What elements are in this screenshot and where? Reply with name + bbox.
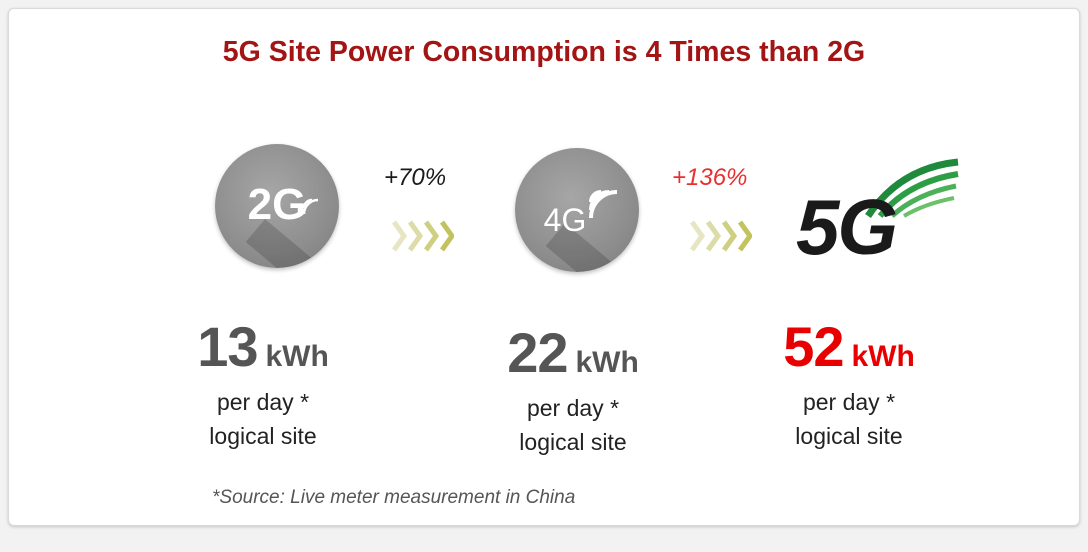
stat-unit: kWh (575, 346, 639, 379)
stat-desc-line1: per day * (802, 389, 896, 415)
chevron-arrows-icon (689, 220, 752, 252)
stat-unit: kWh (265, 340, 329, 373)
4g-badge: 4G (515, 148, 639, 272)
infographic-title: 5G Site Power Consumption is 4 Times tha… (222, 36, 866, 68)
stat-desc-line1: per day * (526, 395, 620, 421)
stat-desc-line2: logical site (519, 429, 627, 455)
5g-logo-arcs-icon (865, 158, 959, 218)
stat-desc-line2: logical site (795, 423, 903, 449)
increase-2g-to-4g: +70% (384, 164, 447, 191)
signal-waves-icon (589, 190, 618, 218)
signal-waves-icon (302, 198, 319, 215)
5g-logo: 5G (790, 158, 970, 271)
stat-desc-line2: logical site (209, 423, 317, 449)
increase-4g-to-5g: +136% (672, 164, 748, 191)
2g-badge: 2G (215, 144, 339, 268)
stat-4g: 22 kWh per day * logical site (443, 320, 703, 459)
stat-2g: 13 kWh per day * logical site (133, 314, 393, 453)
stat-value: 52 (783, 315, 844, 378)
stat-desc-line1: per day * (216, 389, 310, 415)
stat-value: 13 (197, 315, 258, 378)
stat-value: 22 (507, 321, 568, 384)
5g-logo-text: 5G (796, 183, 898, 271)
2g-label: 2G (247, 180, 307, 229)
4g-label: 4G (543, 202, 587, 238)
stat-5g: 52 kWh per day * logical site (719, 314, 979, 453)
source-note: *Source: Live meter measurement in China (212, 487, 576, 508)
stat-unit: kWh (851, 340, 915, 373)
chevron-arrows-icon (391, 220, 454, 252)
infographic-card (8, 8, 1080, 526)
